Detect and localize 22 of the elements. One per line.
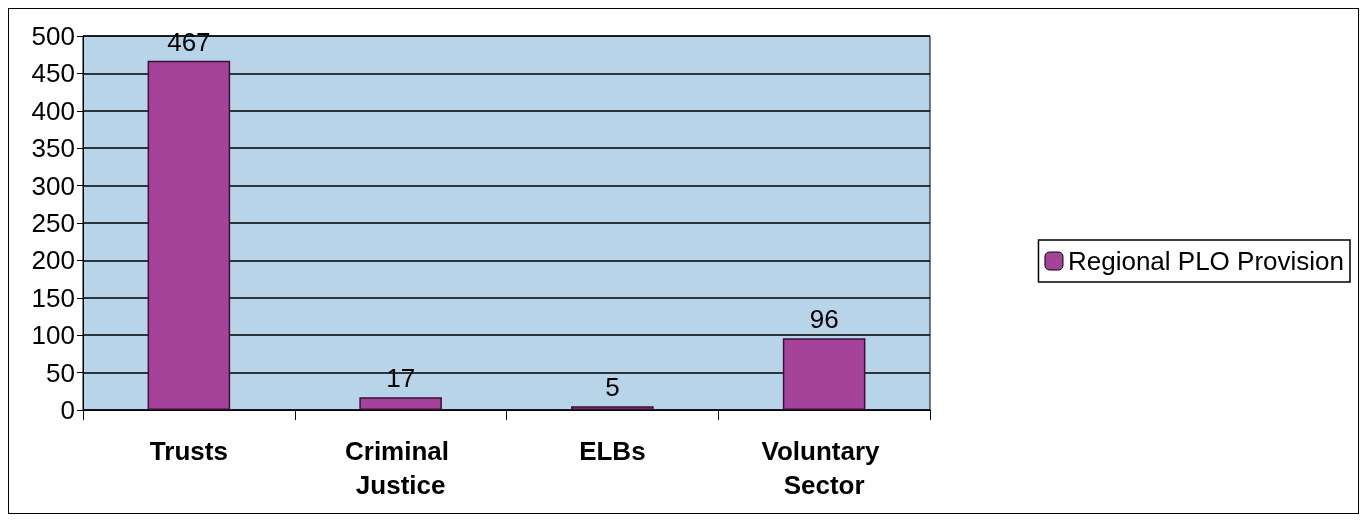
bar	[571, 406, 654, 410]
y-tick-label: 300	[31, 170, 75, 201]
bar	[359, 397, 442, 410]
x-tick-label: Trusts	[149, 436, 228, 466]
x-tick-label: ELBs	[579, 436, 646, 466]
y-tick-label: 500	[31, 21, 75, 51]
y-tick-label: 150	[31, 282, 75, 313]
bar	[147, 60, 231, 410]
y-tick-label: 50	[46, 357, 75, 388]
y-tick-label: 350	[31, 133, 75, 164]
data-label: 96	[809, 304, 839, 335]
bar	[782, 338, 866, 410]
legend-label: Regional PLO Provision	[1067, 246, 1345, 276]
y-tick-label: 400	[31, 95, 75, 126]
y-tick-label: 450	[31, 58, 75, 89]
data-label: 5	[605, 372, 620, 403]
y-tick-label: 250	[31, 208, 75, 238]
x-tick-label: Voluntary Sector	[761, 436, 887, 500]
y-tick-label: 100	[31, 320, 75, 351]
y-tick-label: 0	[60, 395, 75, 425]
x-tick-label: Criminal Justice	[345, 436, 457, 500]
y-tick-label: 200	[31, 245, 75, 276]
